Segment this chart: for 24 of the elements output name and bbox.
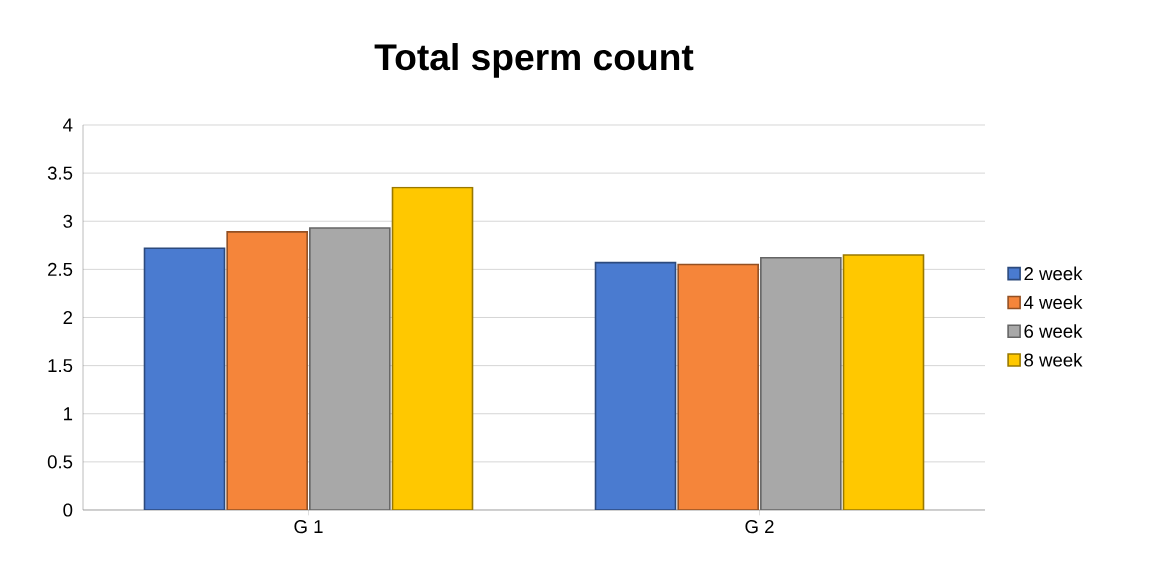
legend-label: 8 week: [1024, 352, 1083, 367]
bar: [143, 247, 226, 510]
y-tick-label: 1: [64, 407, 73, 421]
legend-label: 4 week: [1023, 295, 1083, 310]
legend-label: 2 week: [1024, 266, 1083, 281]
y-tick-label: 0: [63, 503, 73, 517]
chart-title: Total sperm count: [374, 43, 694, 78]
y-tick-label: 0.5: [47, 455, 73, 469]
y-tick-label: 2: [63, 310, 73, 324]
y-tick-label: 3.5: [47, 166, 73, 180]
bar: [842, 254, 925, 510]
y-tick-label: 3: [63, 214, 73, 228]
legend-label: 6 week: [1024, 324, 1083, 338]
bar: [309, 227, 391, 510]
y-tick-label: 1.5: [48, 359, 73, 373]
bar: [391, 186, 474, 510]
bar: [760, 257, 842, 510]
bar: [226, 231, 308, 510]
x-tick-label: G 2: [745, 520, 774, 534]
bar: [594, 261, 677, 510]
y-tick-label: 4: [63, 118, 73, 132]
x-tick-label: G 1: [294, 520, 323, 534]
y-tick-label: 2.5: [48, 262, 73, 276]
bar: [677, 263, 759, 510]
